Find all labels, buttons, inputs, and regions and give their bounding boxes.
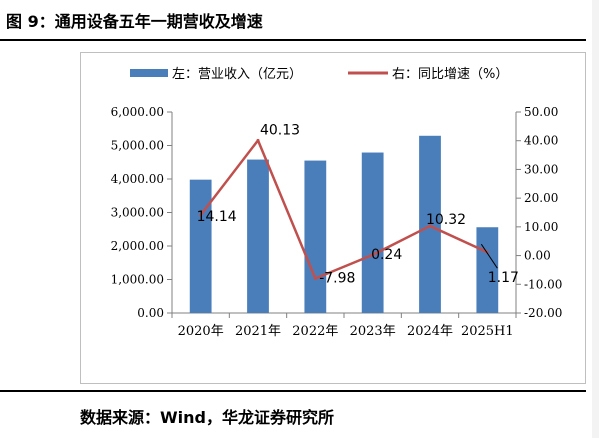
revenue-bar bbox=[304, 160, 327, 313]
revenue-bar bbox=[419, 135, 441, 313]
left-axis-tick-label: 1,000.00 bbox=[111, 273, 164, 287]
right-axis-tick-label: -20.00 bbox=[524, 306, 562, 320]
right-axis-tick-label: 20.00 bbox=[524, 191, 558, 205]
chart-axes: 0.00 1,000.00 2,000.00 3,000.00 4,000.00 5,00… bbox=[111, 105, 563, 320]
left-axis-tick-label: 4,000.00 bbox=[111, 172, 164, 186]
growth-point bbox=[199, 213, 203, 217]
left-axis-tick-label: 5,000.00 bbox=[111, 139, 164, 153]
right-axis-tick-label: 50.00 bbox=[524, 105, 558, 119]
chart-legend: 左：营业收入（亿元） 右：同比增速（%） bbox=[130, 67, 508, 82]
growth-line bbox=[199, 139, 488, 280]
revenue-bar bbox=[247, 159, 269, 313]
bar-series bbox=[189, 135, 499, 313]
right-axis-tick-label: 30.00 bbox=[524, 162, 558, 176]
legend-bar-swatch bbox=[130, 69, 168, 77]
growth-point bbox=[371, 253, 375, 257]
left-axis-tick-label: 6,000.00 bbox=[111, 105, 164, 119]
right-axis-tick-label: -10.00 bbox=[524, 277, 562, 291]
x-tick-label: 2022年 bbox=[292, 324, 338, 339]
left-axis-tick-label: 3,000.00 bbox=[111, 206, 164, 220]
growth-point bbox=[428, 224, 432, 228]
x-tick-label: 2024年 bbox=[407, 324, 453, 339]
line-series bbox=[199, 138, 489, 280]
growth-data-label: 0.24 bbox=[371, 247, 402, 263]
x-tick-label: 2025H1 bbox=[461, 324, 514, 339]
line-data-labels: 14.14 40.13 -7.98 0.24 10.32 1.17 bbox=[197, 122, 519, 286]
growth-point bbox=[256, 138, 260, 142]
figure-title: 图 9：通用设备五年一期营收及增速 bbox=[6, 12, 263, 31]
left-axis-tick-label: 2,000.00 bbox=[111, 239, 164, 253]
x-tick-labels: 2020年 2021年 2022年 2023年 2024年 2025H1 bbox=[178, 324, 514, 339]
page-edge bbox=[592, 0, 599, 438]
growth-data-label: 40.13 bbox=[260, 122, 300, 138]
growth-data-label: -7.98 bbox=[319, 270, 355, 286]
left-axis-tick-label: 0.00 bbox=[137, 306, 164, 320]
right-axis-tick-label: 10.00 bbox=[524, 220, 558, 234]
chart-frame bbox=[80, 52, 586, 384]
legend-bar-label: 左：营业收入（亿元） bbox=[172, 67, 302, 82]
right-axis-tick-label: 40.00 bbox=[524, 134, 558, 148]
x-tick-label: 2020年 bbox=[178, 324, 224, 339]
source-note: 数据来源：Wind，华龙证券研究所 bbox=[80, 408, 334, 427]
bottom-rule bbox=[0, 390, 586, 392]
legend-line-label: 右：同比增速（%） bbox=[392, 67, 508, 82]
growth-data-label: 14.14 bbox=[197, 209, 237, 225]
top-rule bbox=[0, 39, 586, 41]
x-tick-label: 2023年 bbox=[350, 324, 396, 339]
revenue-bar bbox=[189, 179, 212, 313]
growth-data-label: 1.17 bbox=[488, 270, 519, 286]
growth-data-label: 10.32 bbox=[426, 212, 466, 228]
growth-point bbox=[313, 276, 317, 280]
right-axis-tick-label: 0.00 bbox=[524, 249, 551, 263]
x-tick-label: 2021年 bbox=[235, 324, 281, 339]
label-leader-line bbox=[480, 243, 498, 269]
revenue-bar bbox=[361, 152, 384, 313]
